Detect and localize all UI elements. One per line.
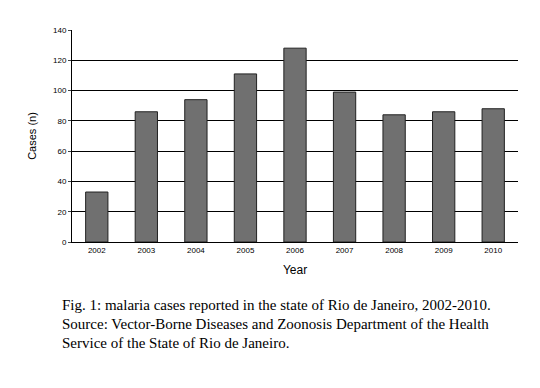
svg-text:2003: 2003 [137, 246, 155, 255]
svg-text:Year: Year [283, 263, 307, 277]
svg-text:20: 20 [57, 208, 66, 217]
html-text:Fig. 1: malaria cases reported: Fig. 1: malaria cases reported in the st… [62, 297, 491, 351]
svg-text:2008: 2008 [385, 246, 403, 255]
svg-text:100: 100 [53, 86, 67, 95]
svg-text:Cases (n): Cases (n) [26, 112, 38, 160]
svg-text:0: 0 [62, 238, 67, 247]
svg-text:120: 120 [53, 56, 67, 65]
svg-text:60: 60 [57, 147, 66, 156]
svg-text:2006: 2006 [286, 246, 304, 255]
svg-text:2002: 2002 [88, 246, 106, 255]
svg-text:2005: 2005 [237, 246, 255, 255]
svg-text:2010: 2010 [484, 246, 502, 255]
svg-text:140: 140 [53, 26, 67, 35]
svg-text:2007: 2007 [336, 246, 354, 255]
svg-text:2009: 2009 [435, 246, 453, 255]
svg-text:2004: 2004 [187, 246, 205, 255]
svg-text:40: 40 [57, 177, 66, 186]
svg-text:80: 80 [57, 117, 66, 126]
